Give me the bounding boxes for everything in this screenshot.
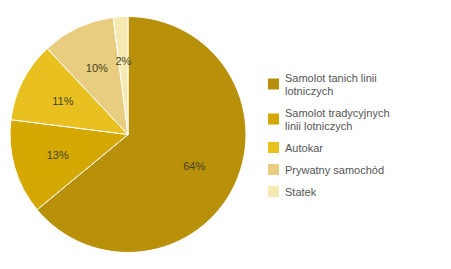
legend-label-line: linii lotniczych xyxy=(285,120,352,132)
legend-item: Autokar xyxy=(268,142,323,154)
data-label: 10% xyxy=(86,62,108,74)
legend-label: Statek xyxy=(285,186,317,198)
legend-swatch xyxy=(268,164,279,175)
data-label: 2% xyxy=(115,55,131,67)
legend-swatch xyxy=(268,186,279,197)
legend-label: Samolot tradycyjnychlinii lotniczych xyxy=(285,107,390,132)
data-label: 11% xyxy=(52,95,73,107)
data-label: 64% xyxy=(183,160,205,172)
legend-label-line: Samolot tanich linii xyxy=(285,72,377,84)
chart: 64% 13% 11% 10% 2% Samolot tanich liniilotnic… xyxy=(0,0,451,269)
data-labels: 64% 13% 11% 10% 2% xyxy=(47,55,206,171)
legend-item: Samolot tradycyjnychlinii lotniczych xyxy=(268,107,390,132)
legend-label: Samolot tanich liniilotniczych xyxy=(285,72,377,97)
legend-swatch xyxy=(268,79,279,90)
legend-swatch xyxy=(268,114,279,125)
pie-slice xyxy=(113,17,128,135)
legend-label-line: Autokar xyxy=(285,142,323,154)
legend-item: Samolot tanich liniilotniczych xyxy=(268,72,377,97)
legend-label-line: Samolot tradycyjnych xyxy=(285,107,390,119)
legend-swatch xyxy=(268,142,279,153)
data-label: 13% xyxy=(47,149,69,161)
legend-item: Statek xyxy=(268,186,317,198)
legend-label-line: lotniczych xyxy=(285,85,333,97)
legend-item: Prywatny samochód xyxy=(268,164,384,176)
legend: Samolot tanich liniilotniczych Samolot tr… xyxy=(268,72,390,198)
legend-label: Prywatny samochód xyxy=(285,164,384,176)
legend-label: Autokar xyxy=(285,142,323,154)
pie-slice xyxy=(47,17,128,134)
pie-slice xyxy=(10,120,128,210)
pie xyxy=(10,17,246,253)
legend-label-line: Prywatny samochód xyxy=(285,164,384,176)
legend-label-line: Statek xyxy=(285,186,317,198)
